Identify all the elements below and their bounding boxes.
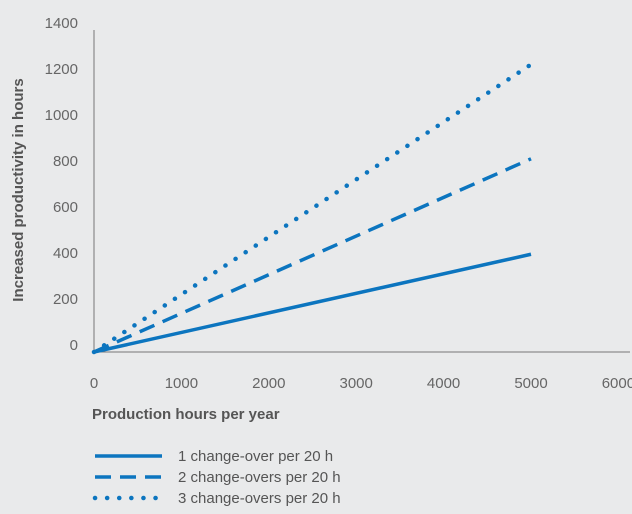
series-line-1 [93,252,532,354]
y-tick-label: 0 [70,337,78,354]
y-tick-label: 400 [53,245,78,262]
legend-label-1: 1 change-over per 20 h [178,448,333,465]
y-tick-label: 1200 [45,61,78,78]
x-axis-title: Production hours per year [92,406,280,423]
y-tick-label: 200 [53,291,78,308]
x-tick-label: 4000 [427,375,460,392]
series-line-3 [91,62,534,355]
y-tick-label: 1400 [45,15,78,32]
y-axis-title: Increased productivity in hours [10,78,27,301]
x-tick-label: 2000 [252,375,285,392]
x-tick-label: 1000 [165,375,198,392]
series-line-2 [93,157,532,354]
x-tick-label: 5000 [514,375,547,392]
legend-label-2: 2 change-overs per 20 h [178,469,341,486]
x-tick-label: 0 [90,375,98,392]
y-tick-label: 800 [53,153,78,170]
y-tick-label: 1000 [45,107,78,124]
legend-label-3: 3 change-overs per 20 h [178,490,341,507]
series-lines [91,62,534,355]
x-axis-ticks: 0 1000 2000 3000 4000 5000 6000 [90,375,632,392]
x-tick-label: 3000 [340,375,373,392]
y-axis-ticks: 0 200 400 600 800 1000 1200 1400 [45,15,78,354]
x-tick-label: 6000 [602,375,632,392]
legend: 1 change-over per 20 h 2 change-overs per… [92,448,341,507]
y-tick-label: 600 [53,199,78,216]
